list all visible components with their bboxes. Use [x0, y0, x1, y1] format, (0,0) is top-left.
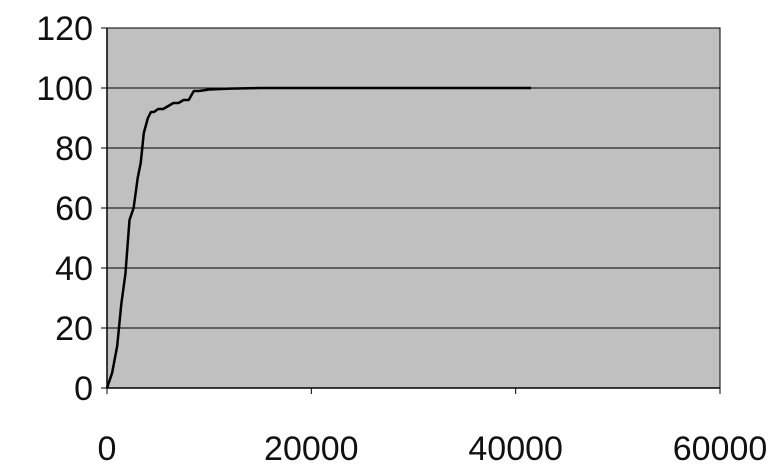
x-tick-label-0: 0: [98, 430, 117, 468]
y-tick-label-60: 60: [55, 190, 93, 228]
axes: [101, 27, 721, 394]
y-tick-label-0: 0: [74, 370, 93, 408]
series-group: [105, 86, 531, 389]
y-tick-labels: 0 20 40 60 80 100 120: [36, 10, 93, 408]
y-tick-label-20: 20: [55, 310, 93, 348]
x-tick-label-40000: 40000: [468, 430, 563, 468]
y-tick-label-80: 80: [55, 130, 93, 168]
y-tick-label-100: 100: [36, 70, 93, 108]
x-tick-label-20000: 20000: [264, 430, 359, 468]
y-tick-label-40: 40: [55, 250, 93, 288]
y-tick-label-120: 120: [36, 10, 93, 48]
x-tick-label-60000: 60000: [673, 430, 768, 468]
x-tick-labels: 0 20000 40000 60000: [98, 430, 768, 468]
series-line-0: [105, 86, 531, 389]
